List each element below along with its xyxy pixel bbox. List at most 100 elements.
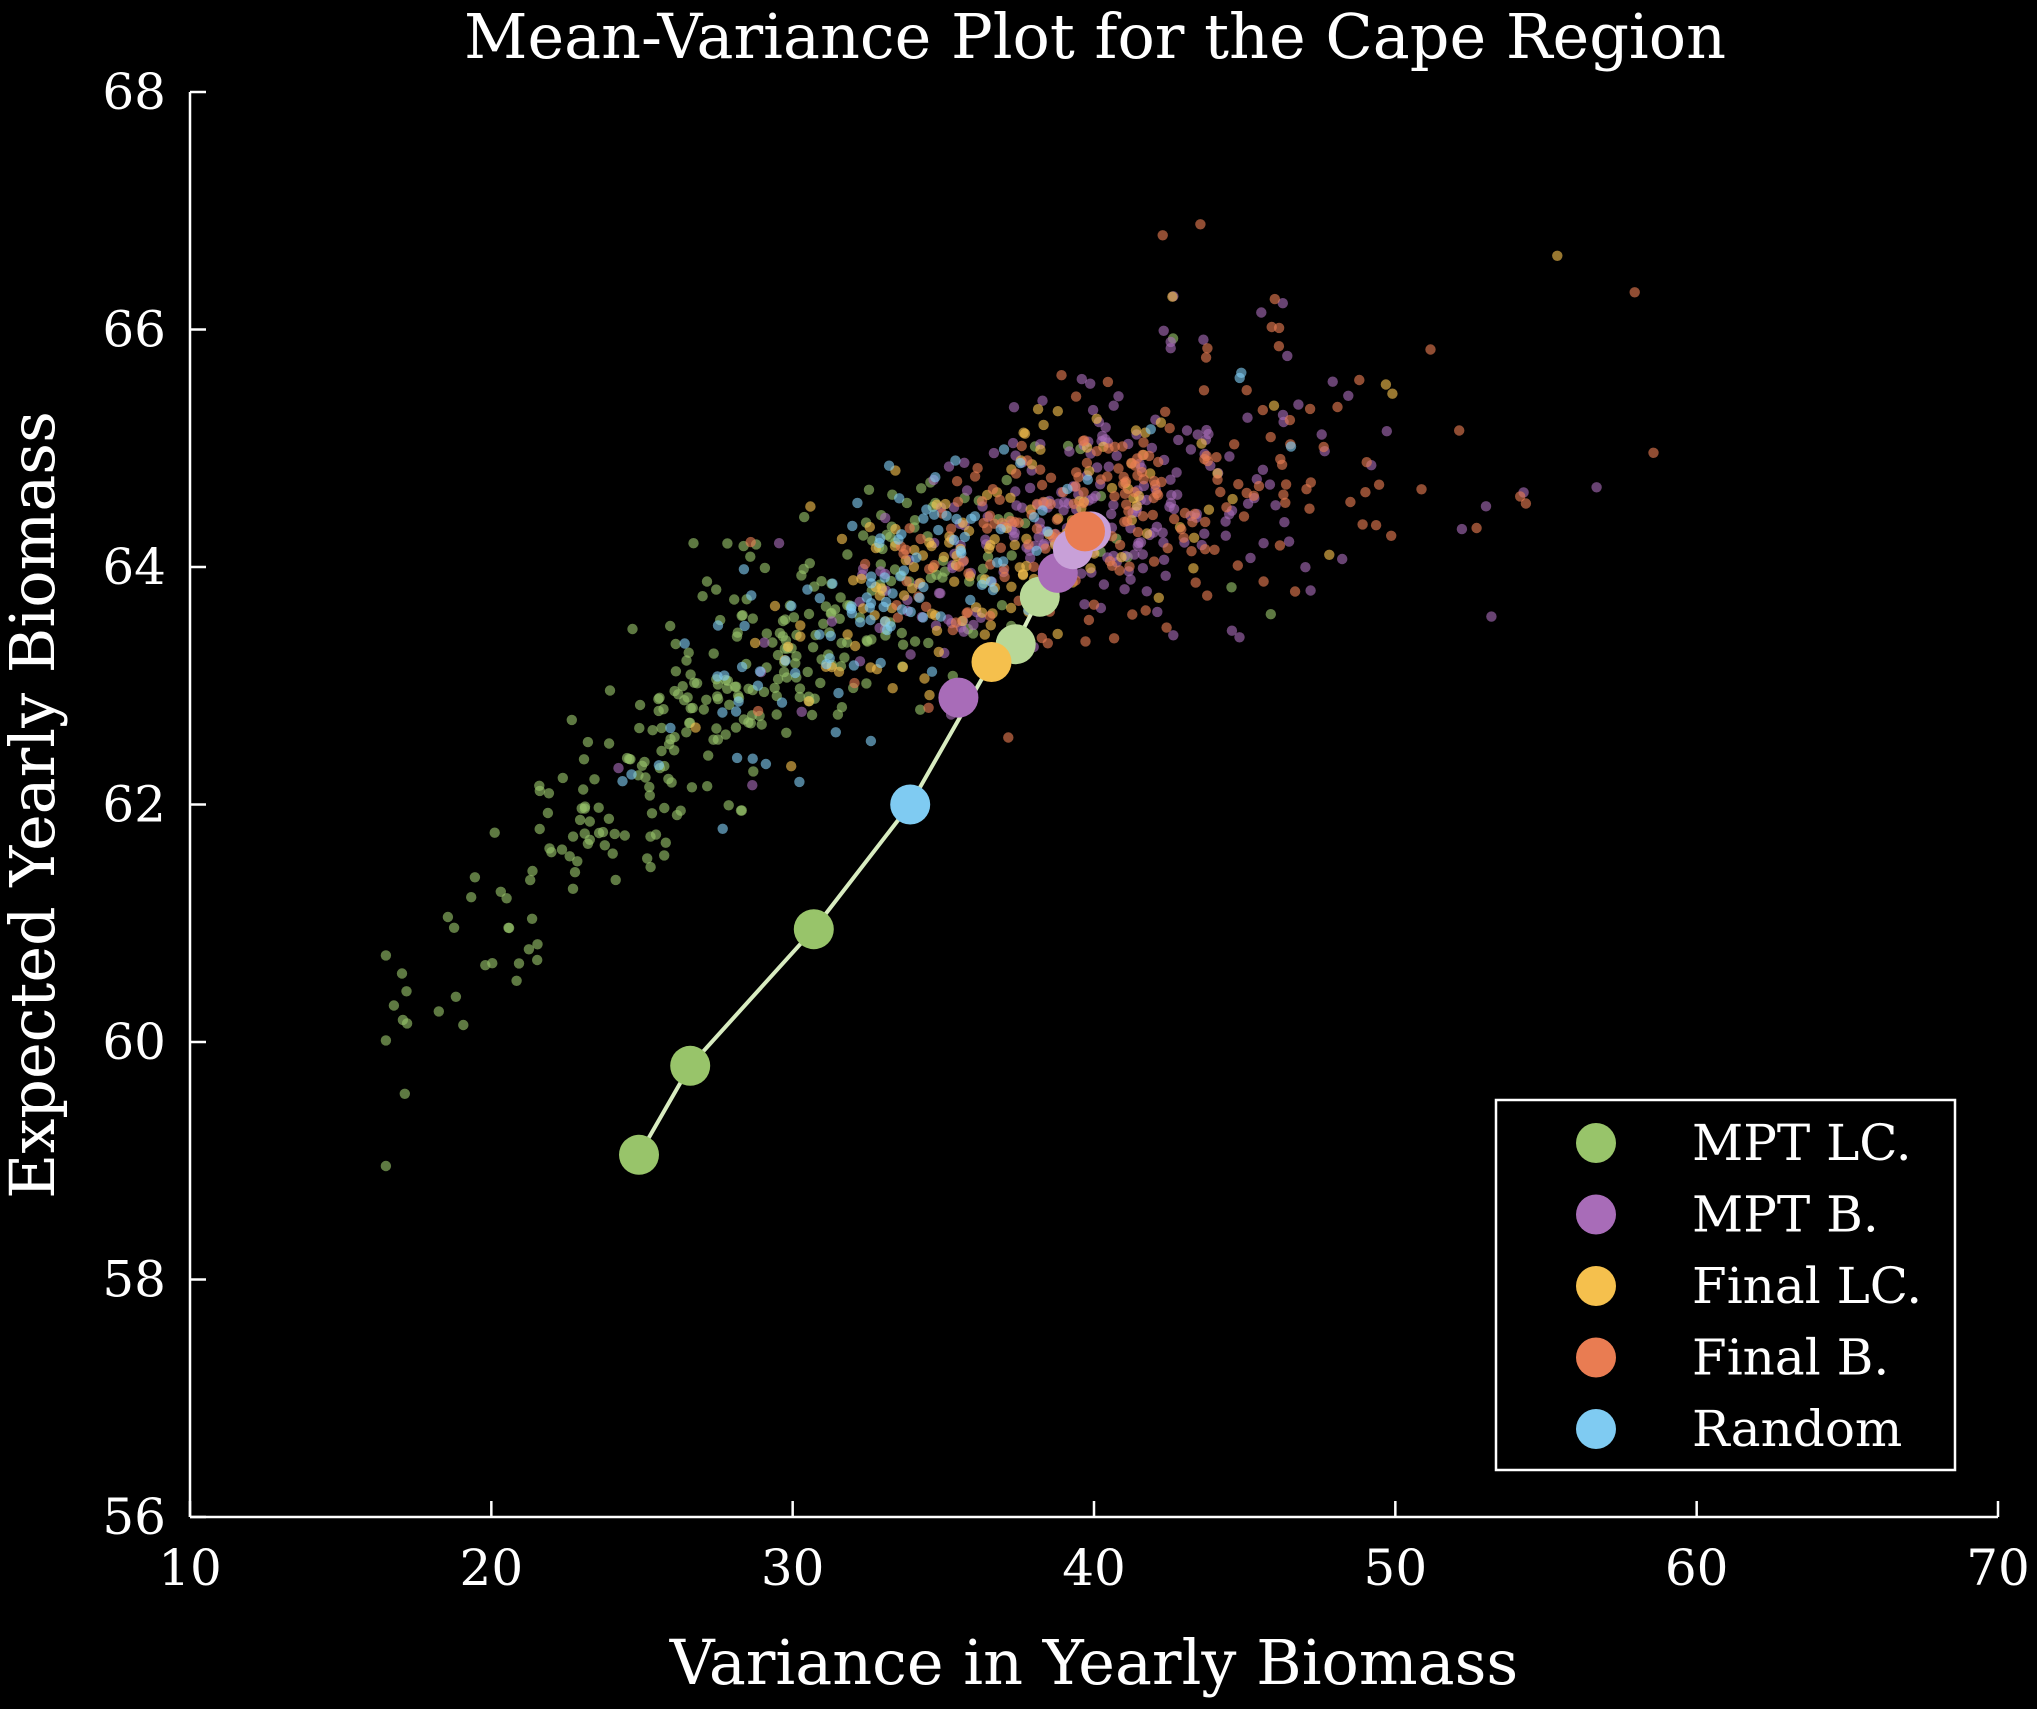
scatter-point-random [679, 638, 690, 649]
legend-marker-random [1576, 1409, 1616, 1449]
scatter-point-final-b [1199, 544, 1211, 555]
scatter-point-final-b [1114, 539, 1126, 551]
scatter-point-final-b [1289, 586, 1301, 597]
scatter-point-random [911, 552, 922, 563]
scatter-point-final-b [1269, 293, 1281, 305]
scatter-point-final-lc [897, 661, 909, 673]
y-tick-label: 62 [102, 776, 166, 834]
scatter-point-mpt-lc [619, 830, 630, 841]
scatter-point-mpt-b [1064, 446, 1075, 457]
scatter-point-random [821, 658, 832, 670]
scatter-point-mpt-lc [669, 745, 680, 756]
scatter-point-final-b [1013, 517, 1024, 528]
scatter-point-mpt-lc [433, 1006, 444, 1017]
scatter-point-random [875, 657, 886, 669]
scatter-point-final-lc [898, 590, 910, 601]
scatter-point-mpt-lc [578, 754, 590, 765]
scatter-point-final-lc [931, 499, 942, 510]
scatter-point-mpt-lc [448, 922, 460, 933]
scatter-point-final-b [1629, 287, 1640, 298]
scatter-point-random [712, 620, 724, 631]
scatter-point-mpt-lc [702, 781, 713, 792]
scatter-point-mpt-lc [691, 678, 703, 689]
scatter-point-final-b [984, 610, 996, 622]
scatter-point-final-b [1164, 423, 1175, 434]
legend-label-mpt-lc: MPT LC. [1692, 1114, 1912, 1172]
scatter-point-final-b [1127, 609, 1138, 620]
scatter-point-random [833, 687, 844, 699]
scatter-point-mpt-lc [698, 704, 709, 715]
scatter-point-final-b [1273, 341, 1285, 352]
scatter-point-mpt-lc [511, 975, 522, 986]
legend-marker-mpt-b [1576, 1194, 1616, 1235]
scatter-point-final-b [952, 496, 964, 507]
scatter-point-mpt-lc [842, 549, 853, 560]
scatter-point-final-b [1318, 441, 1329, 453]
scatter-point-mpt-lc [788, 612, 800, 623]
scatter-point-random [959, 531, 970, 543]
scatter-point-random [719, 670, 730, 681]
scatter-point-final-b [1209, 544, 1220, 555]
scatter-point-final-lc [985, 620, 996, 631]
scatter-point-final-b [1266, 321, 1277, 333]
scatter-point-mpt-lc [480, 960, 491, 971]
scatter-point-mpt-lc [806, 709, 818, 721]
scatter-point-final-b [1187, 517, 1198, 528]
y-tick-label: 66 [102, 301, 166, 359]
scatter-point-mpt-lc [534, 823, 545, 835]
scatter-point-final-lc [1035, 444, 1046, 455]
scatter-point-random [941, 510, 952, 521]
scatter-point-mpt-lc [858, 530, 869, 541]
scatter-point-random [998, 556, 1009, 567]
scatter-point-final-lc [783, 641, 794, 652]
scatter-point-mpt-b [1257, 464, 1269, 475]
scatter-point-final-b [1023, 539, 1034, 550]
scatter-point-mpt-lc [582, 736, 594, 748]
scatter-point-final-b [976, 496, 988, 507]
scatter-point-final-b [1221, 502, 1232, 513]
scatter-point-final-b [1113, 463, 1124, 474]
scatter-point-random [879, 572, 890, 583]
scatter-point-mpt-b [1343, 390, 1354, 401]
scatter-point-final-lc [805, 501, 816, 512]
scatter-point-random [626, 769, 637, 780]
scatter-point-mpt-lc [708, 648, 719, 659]
scatter-point-mpt-lc [597, 826, 609, 838]
scatter-point-mpt-lc [670, 638, 681, 650]
scatter-point-final-b [1117, 441, 1128, 452]
scatter-point-mpt-b [1327, 376, 1338, 387]
scatter-point-final-b [1280, 479, 1292, 490]
scatter-point-mpt-lc [685, 669, 696, 680]
scatter-point-final-b [1229, 439, 1240, 450]
scatter-point-final-lc [908, 561, 920, 573]
scatter-point-final-b [1124, 561, 1135, 572]
scatter-point-random [747, 753, 758, 764]
scatter-point-mpt-lc [656, 722, 667, 734]
x-tick-label: 30 [761, 1539, 825, 1597]
scatter-point-random [998, 444, 1010, 455]
scatter-point-random [790, 667, 801, 679]
scatter-point-mpt-lc [722, 538, 733, 549]
scatter-point-random [914, 592, 925, 603]
scatter-point-mpt-lc [625, 754, 636, 765]
scatter-point-mpt-lc [543, 788, 555, 799]
scatter-point-mpt-b [1173, 434, 1184, 446]
scatter-point-mpt-lc [794, 683, 806, 694]
scatter-point-final-b [1215, 486, 1226, 498]
scatter-point-random [846, 601, 857, 612]
scatter-point-final-b [752, 705, 764, 717]
scatter-point-random [730, 706, 742, 717]
scatter-point-random [731, 752, 743, 764]
scatter-point-mpt-lc [610, 874, 621, 886]
scatter-point-final-b [1200, 352, 1212, 363]
scatter-point-mpt-lc [724, 699, 735, 710]
scatter-point-final-lc [1052, 406, 1064, 417]
scatter-point-mpt-b [1282, 350, 1293, 362]
scatter-point-mpt-b [1141, 586, 1153, 597]
scatter-point-mpt-lc [542, 807, 554, 819]
scatter-point-mpt-lc [909, 636, 921, 647]
scatter-point-final-b [1091, 446, 1103, 457]
scatter-point-mpt-lc [761, 628, 772, 639]
scatter-point-final-b [1104, 556, 1116, 567]
scatter-point-random [827, 578, 838, 589]
